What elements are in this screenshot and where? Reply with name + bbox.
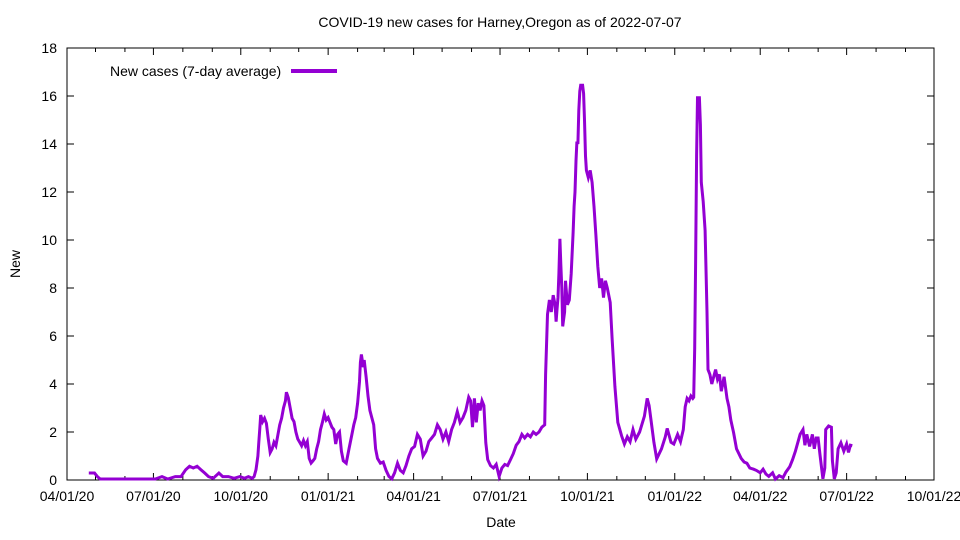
x-tick-label: 07/01/21 <box>473 488 528 504</box>
y-tick-label: 4 <box>49 376 57 392</box>
chart-title: COVID-19 new cases for Harney,Oregon as … <box>318 14 682 30</box>
y-tick-label: 2 <box>49 424 57 440</box>
x-tick-label: 04/01/22 <box>733 488 788 504</box>
x-tick-label: 01/01/22 <box>648 488 703 504</box>
data-line-new-cases-7-day-average- <box>88 83 853 482</box>
x-tick-label: 10/01/20 <box>214 488 269 504</box>
legend-line-sample-icon <box>291 69 338 73</box>
x-tick-label: 10/01/21 <box>560 488 615 504</box>
y-axis-label: New <box>7 249 23 279</box>
x-tick-label: 07/01/22 <box>819 488 874 504</box>
legend: New cases (7-day average) <box>110 63 338 79</box>
x-tick-label: 01/01/21 <box>301 488 356 504</box>
x-tick-label: 07/01/20 <box>126 488 181 504</box>
y-tick-label: 6 <box>49 328 57 344</box>
x-tick-label: 04/01/21 <box>386 488 441 504</box>
y-tick-label: 14 <box>41 136 57 152</box>
x-axis-label: Date <box>486 514 516 530</box>
x-tick-label: 04/01/20 <box>40 488 95 504</box>
y-tick-label: 18 <box>41 40 57 56</box>
y-tick-label: 16 <box>41 88 57 104</box>
y-tick-label: 0 <box>49 472 57 488</box>
y-tick-label: 12 <box>41 184 57 200</box>
y-tick-label: 10 <box>41 232 57 248</box>
x-tick-label: 10/01/22 <box>907 488 960 504</box>
y-tick-label: 8 <box>49 280 57 296</box>
legend-label: New cases (7-day average) <box>110 63 282 79</box>
plot-border <box>66 47 935 481</box>
